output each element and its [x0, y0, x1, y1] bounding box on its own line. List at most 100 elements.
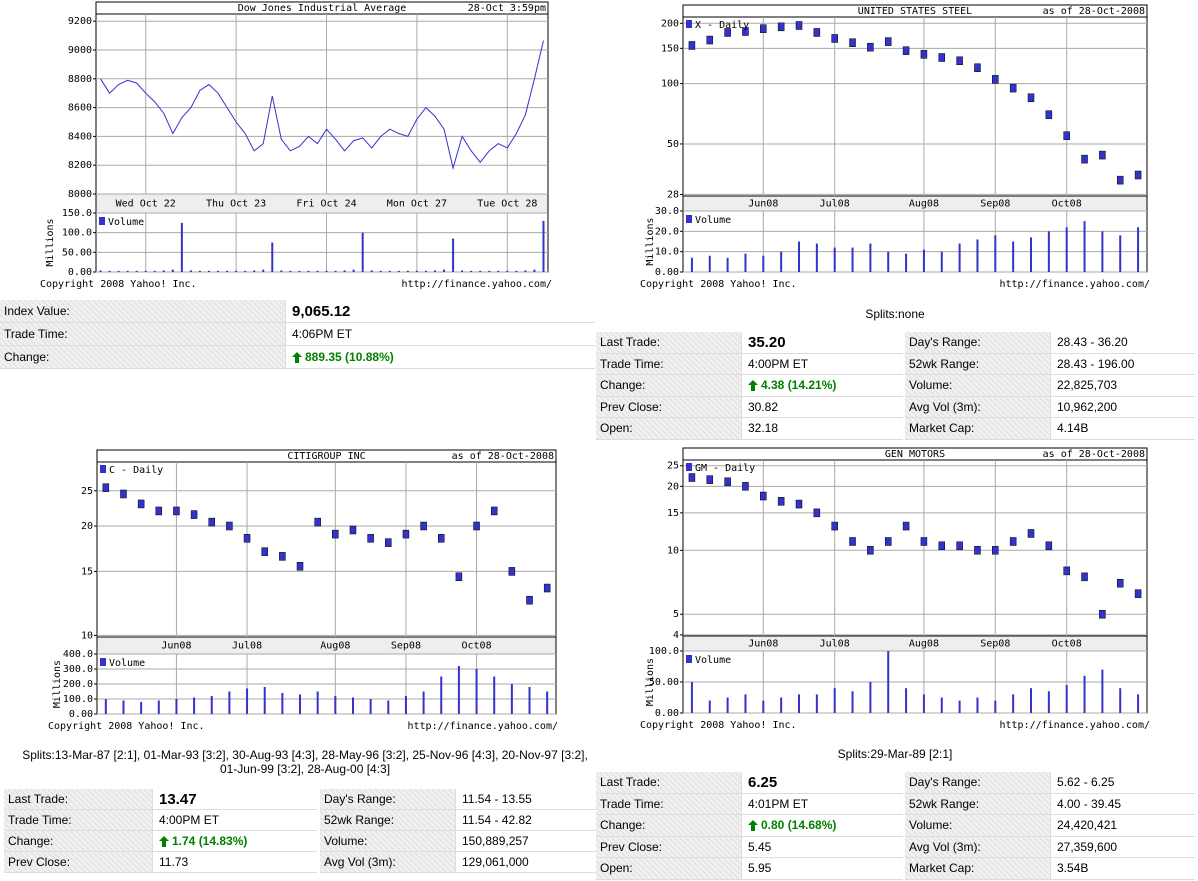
volume-bar: [940, 697, 943, 713]
quote-value: 4.00 - 39.45: [1050, 793, 1195, 814]
quote-value: 9,065.12: [285, 300, 595, 322]
volume-bar: [108, 270, 111, 272]
splits-text: Splits:13-Mar-87 [2:1], 01-Mar-93 [3:2],…: [22, 748, 588, 776]
volume-bar: [497, 270, 500, 272]
quote-label: Prev Close:: [596, 396, 741, 417]
quote-row: Last Trade: 35.20: [596, 332, 903, 354]
quote-row: Market Cap: 3.54B: [905, 858, 1195, 880]
quote-row: Volume: 150,889,257: [320, 831, 625, 852]
chart-subtitle: as of 28-Oct-2008: [452, 451, 554, 462]
volume-bar: [887, 651, 890, 713]
quote-row: Day's Range: 28.43 - 36.20: [905, 332, 1195, 354]
quote-value: 22,825,703: [1050, 375, 1195, 396]
quote-value: 5.45: [741, 836, 903, 857]
quote-value: 889.35 (10.88%): [285, 346, 595, 368]
y-tick-label: 5: [673, 609, 679, 620]
volume-bar: [976, 697, 979, 713]
price-block: [688, 41, 696, 50]
legend-label: Volume: [109, 658, 145, 669]
volume-bar: [1137, 694, 1140, 713]
volume-bar: [1119, 688, 1122, 713]
quote-value-text: 150,889,257: [462, 834, 529, 848]
quote-label: Last Trade:: [596, 332, 741, 353]
quote-label: Change:: [596, 375, 741, 396]
price-block: [795, 21, 803, 30]
price-block: [155, 506, 163, 516]
price-block: [849, 537, 856, 546]
volume-bar: [905, 688, 908, 713]
quote-label: Market Cap:: [905, 418, 1050, 439]
volume-bar: [833, 688, 836, 713]
y-tick-label: 0.00: [655, 267, 679, 278]
price-block: [332, 529, 339, 539]
quote-label: Trade Time:: [4, 810, 152, 830]
volume-bar: [744, 253, 747, 272]
x-tick-label: Oct08: [1052, 639, 1082, 650]
volume-bar: [1030, 237, 1032, 272]
quote-label: Avg Vol (3m):: [905, 836, 1050, 857]
volume-bar: [443, 269, 446, 272]
quote-row: Day's Range: 11.54 - 13.55: [320, 789, 625, 810]
quote-table: Last Trade: 6.25 Trade Time: 4:01PM ET Chang…: [596, 772, 903, 880]
price-block: [1116, 578, 1124, 588]
price-block: [884, 537, 892, 546]
volume-bar: [976, 239, 979, 272]
y-tick-label: 200: [661, 18, 679, 29]
quote-label: Volume:: [905, 375, 1050, 396]
price-block: [226, 521, 233, 531]
y-tick-label: 10: [667, 545, 679, 556]
volume-bar: [1047, 231, 1050, 272]
quote-value: 5.95: [741, 858, 903, 879]
volume-bar: [922, 694, 925, 713]
volume-bar: [851, 691, 854, 713]
quote-value-text: 28.43 - 196.00: [1057, 356, 1135, 371]
x-tick-label: Jul08: [820, 199, 850, 210]
volume-axis-label: Millions: [645, 658, 656, 706]
price-block: [1134, 170, 1142, 180]
quote-row: Avg Vol (3m): 10,962,200: [905, 396, 1195, 418]
quote-label: Market Cap:: [905, 858, 1050, 879]
volume-bar: [1065, 227, 1068, 272]
quote-label: Change:: [0, 346, 285, 368]
price-block: [706, 475, 714, 484]
x-tick-label: Aug08: [909, 199, 939, 210]
legend-label: C - Daily: [109, 465, 163, 476]
legend-swatch: [686, 20, 692, 28]
y-tick-label: 10.0: [655, 247, 679, 258]
quote-row: Trade Time: 4:01PM ET: [596, 793, 903, 815]
volume-bar: [833, 247, 836, 272]
volume-bar: [157, 700, 160, 714]
quote-value-text: 27,359,600: [1057, 839, 1118, 854]
y-tick-label: 20: [81, 521, 93, 532]
chart-title: Dow Jones Industrial Average: [238, 3, 407, 14]
y-tick-label: 15: [81, 566, 93, 577]
quote-row: Prev Close: 30.82: [596, 396, 903, 418]
volume-bar: [422, 691, 425, 714]
price-block: [279, 552, 286, 561]
volume-bar: [263, 687, 266, 714]
volume-bar: [316, 691, 319, 714]
y-tick-label: 8800: [68, 74, 92, 85]
quote-value-text: 11.54 - 13.55: [462, 792, 532, 806]
volume-bar: [217, 270, 220, 272]
volume-bar: [762, 255, 765, 272]
price-block: [367, 534, 374, 543]
copyright: Copyright 2008 Yahoo! Inc.: [48, 721, 205, 732]
legend-label: X - Daily: [695, 20, 749, 31]
volume-bar: [1065, 685, 1068, 713]
volume-bar: [708, 700, 711, 713]
quote-value-text: 1.74 (14.83%): [172, 834, 248, 848]
quote-row: Change: 0.80 (14.68%): [596, 815, 903, 837]
y-tick-label: 100: [661, 79, 679, 90]
price-block: [760, 491, 767, 501]
price-block: [1009, 537, 1017, 546]
volume-bar: [1101, 231, 1104, 272]
chart-frame: [96, 449, 557, 715]
volume-bar: [351, 697, 354, 714]
quote-label: 52wk Range:: [905, 793, 1050, 814]
volume-bar: [1030, 688, 1032, 713]
quote-value: 4:00PM ET: [152, 810, 317, 830]
quote-label: Day's Range:: [905, 772, 1050, 793]
quote-value: 129,061,000: [455, 852, 625, 872]
